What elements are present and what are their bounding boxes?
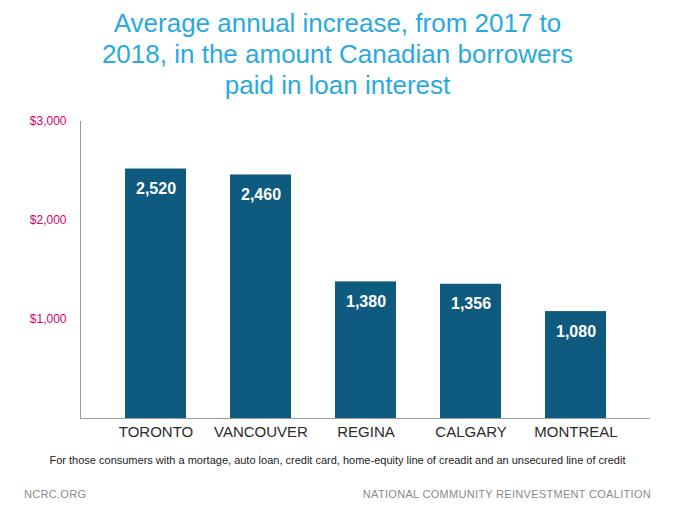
svg-text:1,380: 1,380 xyxy=(346,293,386,310)
html-text:NCRC.ORG: NCRC.ORG xyxy=(24,488,87,500)
svg-text:$2,000: $2,000 xyxy=(30,213,67,227)
svg-text:VANCOUVER: VANCOUVER xyxy=(214,423,308,440)
svg-text:$3,000: $3,000 xyxy=(30,114,67,128)
svg-text:1,356: 1,356 xyxy=(451,295,491,312)
svg-text:TORONTO: TORONTO xyxy=(119,423,193,440)
svg-text:MONTREAL: MONTREAL xyxy=(534,423,617,440)
html-text:For those consumers with a mor: For those consumers with a mortage, auto… xyxy=(49,454,626,466)
svg-text:CALGARY: CALGARY xyxy=(435,423,506,440)
html-text:NATIONAL COMMUNITY REINVESTMEN: NATIONAL COMMUNITY REINVESTMENT COALITIO… xyxy=(362,488,651,500)
svg-text:2,520: 2,520 xyxy=(136,180,176,197)
svg-text:REGINA: REGINA xyxy=(337,423,395,440)
html-text:Average annual increase, from: Average annual increase, from 2017 to 20… xyxy=(101,8,574,100)
svg-text:2,460: 2,460 xyxy=(241,186,281,203)
svg-text:1,080: 1,080 xyxy=(556,323,596,340)
svg-text:$1,000: $1,000 xyxy=(30,312,67,326)
